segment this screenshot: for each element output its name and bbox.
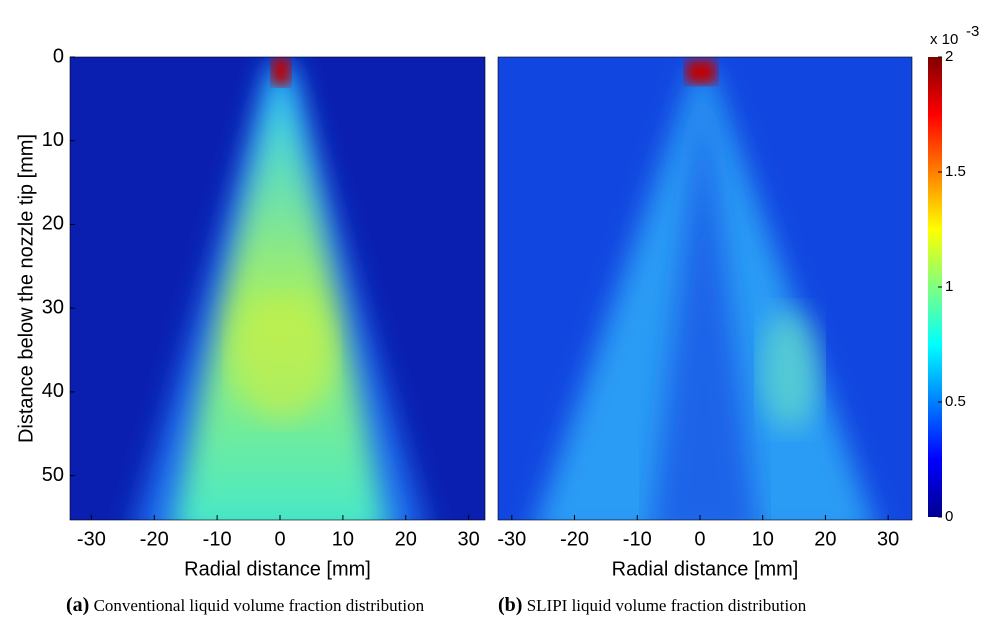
x-tick-label: 20 xyxy=(814,528,836,550)
colorbar-exponent: -3 xyxy=(966,23,979,40)
colorbar-label: x 10 xyxy=(930,31,958,48)
x-axis-label: Radial distance [mm] xyxy=(184,558,371,580)
colorbar-tick-label: 1 xyxy=(945,278,953,295)
caption: (b) SLIPI liquid volume fraction distrib… xyxy=(498,594,978,617)
x-tick-label: -10 xyxy=(623,528,652,550)
heatmap-image xyxy=(498,57,912,520)
x-tick-label: 30 xyxy=(458,528,480,550)
colorbar-tick-label: 2 xyxy=(945,48,953,65)
colorbar-tick-label: 0 xyxy=(945,508,953,525)
x-tick-label: -30 xyxy=(77,528,106,550)
colorbar-tick-label: 0.5 xyxy=(945,393,966,410)
x-tick-label: 30 xyxy=(877,528,899,550)
y-tick-label: 20 xyxy=(42,213,64,235)
x-tick-label: 20 xyxy=(395,528,417,550)
x-tick-label: -30 xyxy=(497,528,526,550)
y-tick-label: 50 xyxy=(42,464,64,486)
x-tick-label: 0 xyxy=(274,528,285,550)
caption-tag: (a) xyxy=(66,594,90,616)
caption-text: SLIPI liquid volume fraction distributio… xyxy=(526,596,807,615)
plot-frame xyxy=(497,56,913,521)
x-tick-label: 10 xyxy=(332,528,354,550)
x-tick-label: 0 xyxy=(694,528,705,550)
x-axis-label: Radial distance [mm] xyxy=(612,558,799,580)
y-tick-label: 30 xyxy=(42,296,64,318)
y-tick-label: 40 xyxy=(42,380,64,402)
x-tick-label: -20 xyxy=(140,528,169,550)
caption-tag: (b) xyxy=(498,594,523,616)
colorbar-tick-label: 1.5 xyxy=(945,163,966,180)
plot-frame xyxy=(69,56,486,521)
caption-text: Conventional liquid volume fraction dist… xyxy=(93,596,425,615)
heatmap-image xyxy=(70,57,485,520)
y-axis-label: Distance below the nozzle tip [mm] xyxy=(15,134,37,443)
y-tick-label: 10 xyxy=(42,129,64,151)
y-tick-label: 0 xyxy=(53,45,64,67)
x-tick-label: 10 xyxy=(752,528,774,550)
caption: (a) Conventional liquid volume fraction … xyxy=(66,594,486,617)
x-tick-label: -20 xyxy=(560,528,589,550)
colorbar-axis: 0 0.5 1 1.5 2x 10 -3 xyxy=(930,23,979,525)
x-tick-label: -10 xyxy=(203,528,232,550)
